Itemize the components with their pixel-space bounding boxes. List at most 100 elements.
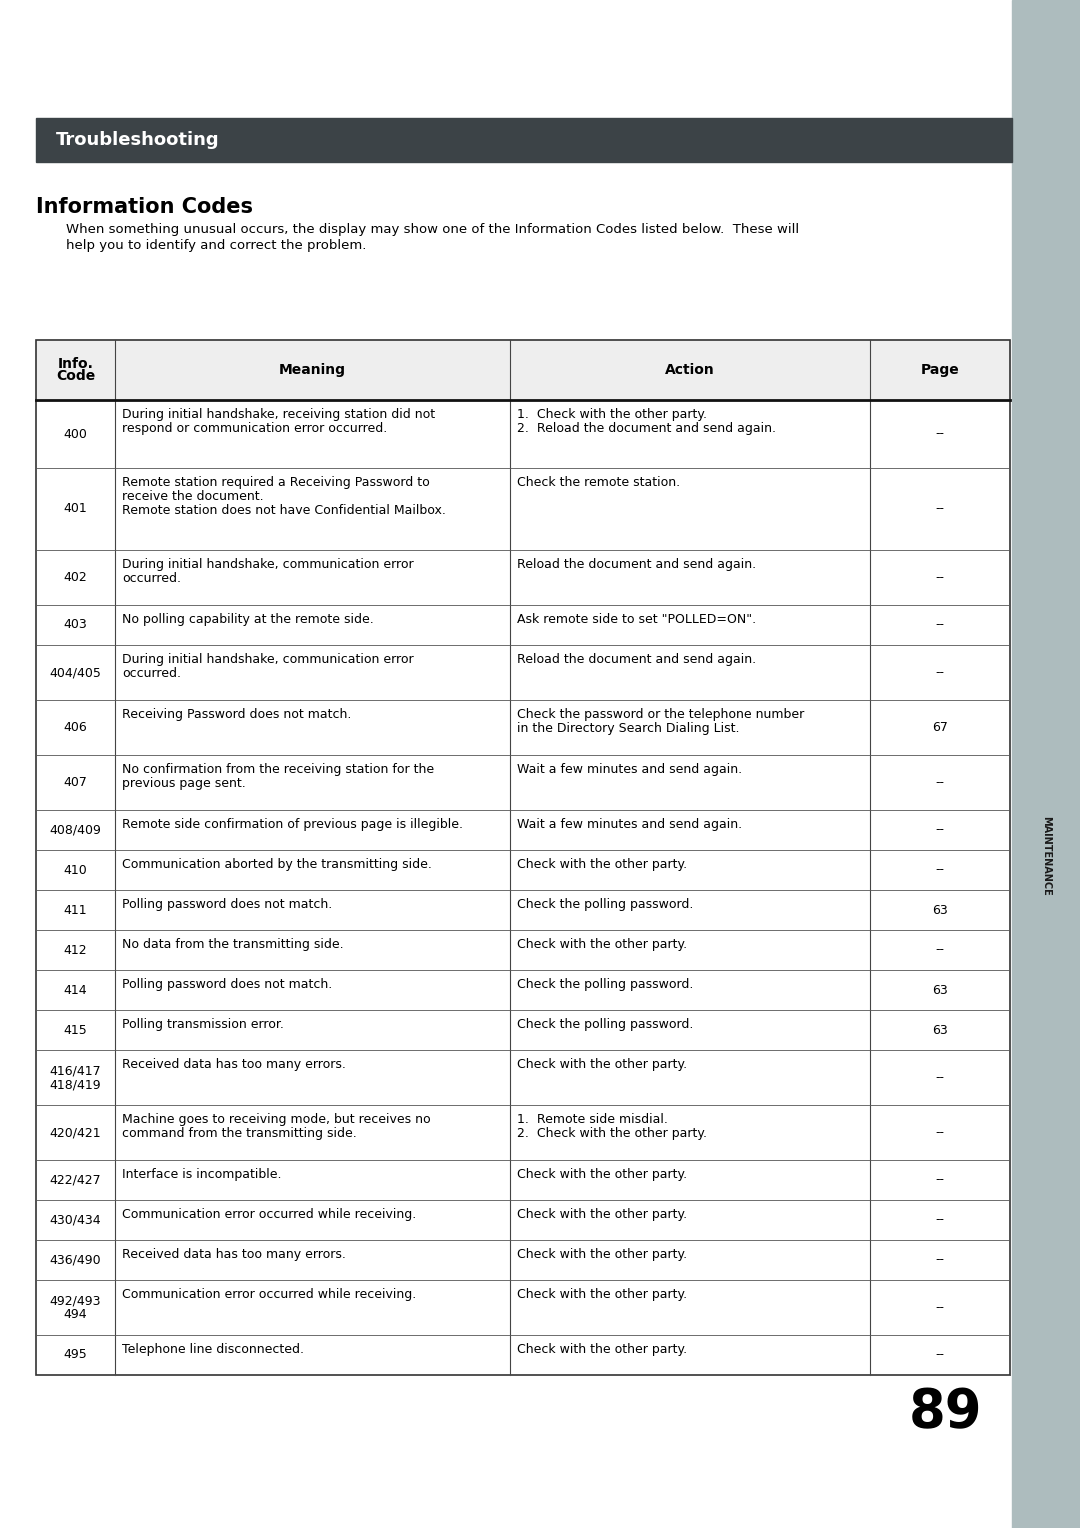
Text: 412: 412 [64,943,87,957]
Text: --: -- [935,619,945,631]
Text: --: -- [935,1213,945,1227]
Text: 402: 402 [64,571,87,584]
Text: --: -- [935,1253,945,1267]
Text: Wait a few minutes and send again.: Wait a few minutes and send again. [517,817,742,831]
Bar [36,341,1010,1375]
Text: 63: 63 [932,984,948,996]
Text: 1.  Remote side misdial.: 1. Remote side misdial. [517,1112,667,1126]
Text: Communication aborted by the transmitting side.: Communication aborted by the transmittin… [122,859,432,871]
Text: --: -- [935,776,945,788]
Text: Check with the other party.: Check with the other party. [517,859,687,871]
Bar [36,341,1010,400]
Text: No confirmation from the receiving station for the: No confirmation from the receiving stati… [122,762,434,776]
Text: 416/417: 416/417 [50,1063,102,1077]
Text: 436/490: 436/490 [50,1253,102,1267]
Text: Code: Code [56,368,95,382]
Text: Reload the document and send again.: Reload the document and send again. [517,652,756,666]
Text: 406: 406 [64,721,87,733]
Text: No data from the transmitting side.: No data from the transmitting side. [122,938,343,950]
Text: command from the transmitting side.: command from the transmitting side. [122,1128,356,1140]
Text: Receiving Password does not match.: Receiving Password does not match. [122,707,351,721]
Text: Check the polling password.: Check the polling password. [517,898,693,911]
Text: During initial handshake, communication error: During initial handshake, communication … [122,558,414,571]
Text: --: -- [935,943,945,957]
Text: 404/405: 404/405 [50,666,102,678]
Text: Machine goes to receiving mode, but receives no: Machine goes to receiving mode, but rece… [122,1112,431,1126]
Text: 407: 407 [64,776,87,788]
Text: Check the remote station.: Check the remote station. [517,477,680,489]
Text: During initial handshake, communication error: During initial handshake, communication … [122,652,414,666]
Text: Check with the other party.: Check with the other party. [517,1167,687,1181]
Text: occurred.: occurred. [122,571,181,585]
Text: Remote station required a Receiving Password to: Remote station required a Receiving Pass… [122,477,430,489]
Text: Check with the other party.: Check with the other party. [517,1343,687,1355]
Text: Communication error occurred while receiving.: Communication error occurred while recei… [122,1288,416,1300]
Text: --: -- [935,1174,945,1187]
Text: Wait a few minutes and send again.: Wait a few minutes and send again. [517,762,742,776]
Text: 63: 63 [932,1024,948,1036]
Text: 420/421: 420/421 [50,1126,102,1138]
Text: Communication error occurred while receiving.: Communication error occurred while recei… [122,1209,416,1221]
Text: occurred.: occurred. [122,668,181,680]
Text: Check the password or the telephone number: Check the password or the telephone numb… [517,707,805,721]
Text: Check with the other party.: Check with the other party. [517,1057,687,1071]
Text: Check with the other party.: Check with the other party. [517,1288,687,1300]
Text: 492/493: 492/493 [50,1294,102,1306]
Text: help you to identify and correct the problem.: help you to identify and correct the pro… [66,240,366,252]
Text: Page: Page [920,364,959,377]
Text: 1.  Check with the other party.: 1. Check with the other party. [517,408,707,422]
Text: --: -- [935,863,945,877]
Text: Info.: Info. [57,358,94,371]
Text: --: -- [935,428,945,440]
Text: 414: 414 [64,984,87,996]
Text: Information Codes: Information Codes [36,197,253,217]
Text: 2.  Reload the document and send again.: 2. Reload the document and send again. [517,422,777,435]
Text: 418/419: 418/419 [50,1077,102,1091]
Text: Reload the document and send again.: Reload the document and send again. [517,558,756,571]
Text: Polling password does not match.: Polling password does not match. [122,978,333,992]
Text: 411: 411 [64,903,87,917]
Text: During initial handshake, receiving station did not: During initial handshake, receiving stat… [122,408,435,422]
Text: 422/427: 422/427 [50,1174,102,1187]
Text: receive the document.: receive the document. [122,490,264,503]
Text: --: -- [935,824,945,836]
Text: Telephone line disconnected.: Telephone line disconnected. [122,1343,303,1355]
Text: --: -- [935,503,945,515]
Text: Troubleshooting: Troubleshooting [56,131,219,150]
Text: Polling password does not match.: Polling password does not match. [122,898,333,911]
Text: Remote station does not have Confidential Mailbox.: Remote station does not have Confidentia… [122,504,446,516]
Text: Received data has too many errors.: Received data has too many errors. [122,1057,346,1071]
Text: MAINTENANCE: MAINTENANCE [1041,816,1051,895]
Text: 494: 494 [64,1308,87,1322]
Text: 408/409: 408/409 [50,824,102,836]
Text: --: -- [935,1300,945,1314]
Text: 89: 89 [908,1386,982,1438]
Text: 2.  Check with the other party.: 2. Check with the other party. [517,1128,707,1140]
Text: Check with the other party.: Check with the other party. [517,1209,687,1221]
Text: --: -- [935,1071,945,1083]
Text: 403: 403 [64,619,87,631]
Text: 63: 63 [932,903,948,917]
Text: --: -- [935,571,945,584]
Text: in the Directory Search Dialing List.: in the Directory Search Dialing List. [517,723,740,735]
Text: Interface is incompatible.: Interface is incompatible. [122,1167,282,1181]
Text: 415: 415 [64,1024,87,1036]
Text: 67: 67 [932,721,948,733]
Text: 400: 400 [64,428,87,440]
Text: --: -- [935,666,945,678]
Text: Meaning: Meaning [279,364,346,377]
Text: Polling transmission error.: Polling transmission error. [122,1018,284,1031]
Bar [36,118,1012,162]
Text: Ask remote side to set "POLLED=ON".: Ask remote side to set "POLLED=ON". [517,613,756,626]
Text: When something unusual occurs, the display may show one of the Information Codes: When something unusual occurs, the displ… [66,223,799,237]
Text: Check with the other party.: Check with the other party. [517,1248,687,1261]
Text: Remote side confirmation of previous page is illegible.: Remote side confirmation of previous pag… [122,817,463,831]
Text: 410: 410 [64,863,87,877]
Bar [1012,0,1080,1528]
Text: No polling capability at the remote side.: No polling capability at the remote side… [122,613,374,626]
Text: Check with the other party.: Check with the other party. [517,938,687,950]
Text: 430/434: 430/434 [50,1213,102,1227]
Text: --: -- [935,1349,945,1361]
Text: 495: 495 [64,1349,87,1361]
Text: 401: 401 [64,503,87,515]
